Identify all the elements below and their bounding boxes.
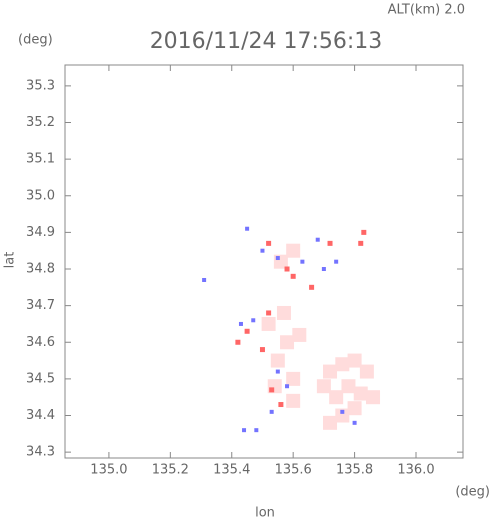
x-tick-label: 136.0 (397, 463, 434, 478)
y-tick-label: 34.9 (26, 225, 55, 240)
y-tick-label: 34.5 (26, 371, 55, 386)
point (340, 409, 345, 414)
point (244, 328, 250, 334)
point (251, 318, 256, 323)
chart-title: 2016/11/24 17:56:13 (150, 29, 383, 54)
point (254, 428, 259, 433)
point (286, 371, 301, 386)
y-tick-label: 34.7 (26, 298, 55, 313)
point (358, 240, 364, 246)
point (269, 409, 274, 414)
point (352, 420, 357, 425)
x-tick-label: 135.4 (213, 463, 250, 478)
point (292, 327, 307, 342)
point (329, 390, 344, 405)
y-tick-label: 35.3 (26, 78, 55, 93)
point (286, 243, 301, 258)
point (321, 267, 326, 272)
point (266, 310, 272, 316)
point (335, 357, 350, 372)
point (309, 284, 315, 290)
point (270, 353, 285, 368)
point (235, 339, 241, 345)
x-tick-label: 135.8 (336, 463, 373, 478)
altitude-label: ALT(km) 2.0 (388, 3, 465, 18)
point (347, 401, 362, 416)
point (284, 266, 290, 272)
point (202, 277, 207, 282)
point (315, 237, 320, 242)
y-unit: (deg) (18, 33, 53, 48)
x-tick-label: 135.2 (152, 463, 189, 478)
point (316, 379, 331, 394)
x-tick-label: 135.6 (275, 463, 312, 478)
point (259, 347, 265, 353)
point (290, 273, 296, 279)
point (341, 379, 356, 394)
y-tick-label: 34.4 (26, 408, 55, 423)
point (285, 384, 290, 389)
point (334, 259, 339, 264)
point (366, 390, 381, 405)
point (260, 248, 265, 253)
point (280, 335, 295, 350)
plot-frame (64, 64, 464, 459)
x-tick-label: 135.0 (90, 463, 127, 478)
point (245, 226, 250, 231)
point (261, 316, 276, 331)
point (238, 321, 243, 326)
y-tick-label: 34.6 (26, 335, 55, 350)
x-axis-label: lon (255, 506, 275, 521)
point (278, 402, 284, 408)
y-axis-label: lat (3, 252, 18, 269)
y-tick-label: 34.3 (26, 445, 55, 460)
point (300, 259, 305, 264)
point (359, 364, 374, 379)
point (286, 393, 301, 408)
point (323, 364, 338, 379)
point (275, 256, 280, 261)
y-tick-label: 34.8 (26, 262, 55, 277)
point (266, 240, 272, 246)
point (323, 415, 338, 430)
point (276, 305, 291, 320)
point (361, 229, 367, 235)
y-tick-label: 35.2 (26, 115, 55, 130)
point (327, 240, 333, 246)
plot-area (202, 226, 381, 433)
y-tick-label: 35.1 (26, 152, 55, 167)
point (275, 369, 280, 374)
point (335, 408, 350, 423)
x-unit: (deg) (455, 485, 490, 500)
point (242, 428, 247, 433)
point (353, 386, 368, 401)
point (269, 387, 275, 393)
y-tick-label: 35.0 (26, 188, 55, 203)
point (347, 353, 362, 368)
